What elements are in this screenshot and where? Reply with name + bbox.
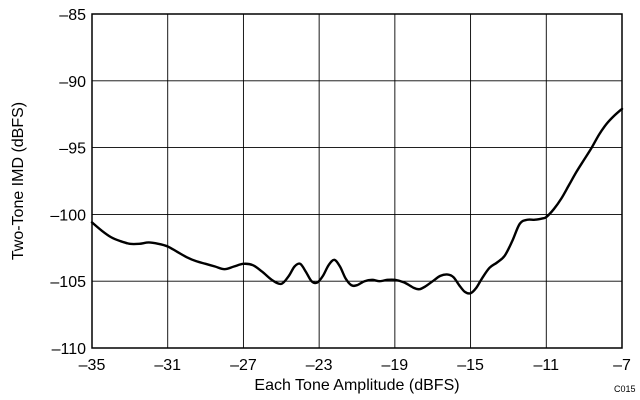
y-tick-label: –110	[52, 341, 87, 358]
x-tick-label: –11	[534, 357, 560, 374]
x-tick-label: –15	[457, 357, 484, 374]
y-tick-label: –95	[59, 141, 86, 158]
y-tick-label: –85	[59, 7, 86, 24]
x-tick-label: –31	[154, 357, 181, 374]
x-axis-label: Each Tone Amplitude (dBFS)	[254, 377, 459, 394]
series-line-imd	[90, 107, 624, 295]
grid	[92, 14, 622, 348]
x-tick-label: –7	[613, 357, 631, 374]
figure-id-annotation: C015	[614, 384, 636, 394]
y-tick-label: –100	[50, 207, 86, 224]
y-axis-label: Two-Tone IMD (dBFS)	[10, 102, 27, 260]
x-tick-label: –19	[382, 357, 409, 374]
x-tick-label: –35	[79, 357, 106, 374]
x-tick-labels: –35 –31 –27 –23 –19 –15 –11 –7	[79, 357, 631, 374]
x-tick-label: –23	[306, 357, 333, 374]
y-tick-label: –105	[50, 274, 86, 291]
y-tick-labels: –85 –90 –95 –100 –105 –110	[50, 7, 86, 358]
plot-frame	[91, 13, 623, 349]
x-tick-label: –27	[230, 357, 257, 374]
y-tick-label: –90	[59, 74, 86, 91]
